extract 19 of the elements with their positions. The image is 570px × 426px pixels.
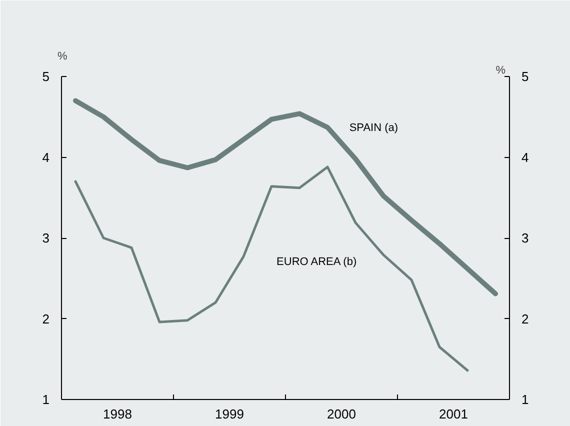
x-tick-label: 1999 xyxy=(215,406,244,422)
series-label: EURO AREA (b) xyxy=(276,256,357,268)
y-axis-title: % xyxy=(58,50,68,62)
y2-tick-label: 1 xyxy=(522,392,529,407)
y-tick-label: 1 xyxy=(42,392,50,407)
x-tick-label: 2000 xyxy=(327,406,356,422)
x-tick-label: 1998 xyxy=(103,406,132,422)
y-tick-label: 4 xyxy=(42,150,50,165)
y2-tick-label: 5 xyxy=(522,69,529,84)
y2-tick-label: 3 xyxy=(522,230,529,246)
series-label: SPAIN (a) xyxy=(349,122,398,134)
y2-axis-title: % xyxy=(496,64,506,76)
line-series xyxy=(74,166,469,372)
x-tick-label: 2001 xyxy=(439,406,468,422)
y-tick-label: 3 xyxy=(42,230,50,246)
y-tick-label: 2 xyxy=(42,311,50,326)
y2-tick-label: 4 xyxy=(522,150,529,165)
y2-tick-label: 2 xyxy=(522,311,529,326)
y-tick-label: 5 xyxy=(42,69,50,84)
